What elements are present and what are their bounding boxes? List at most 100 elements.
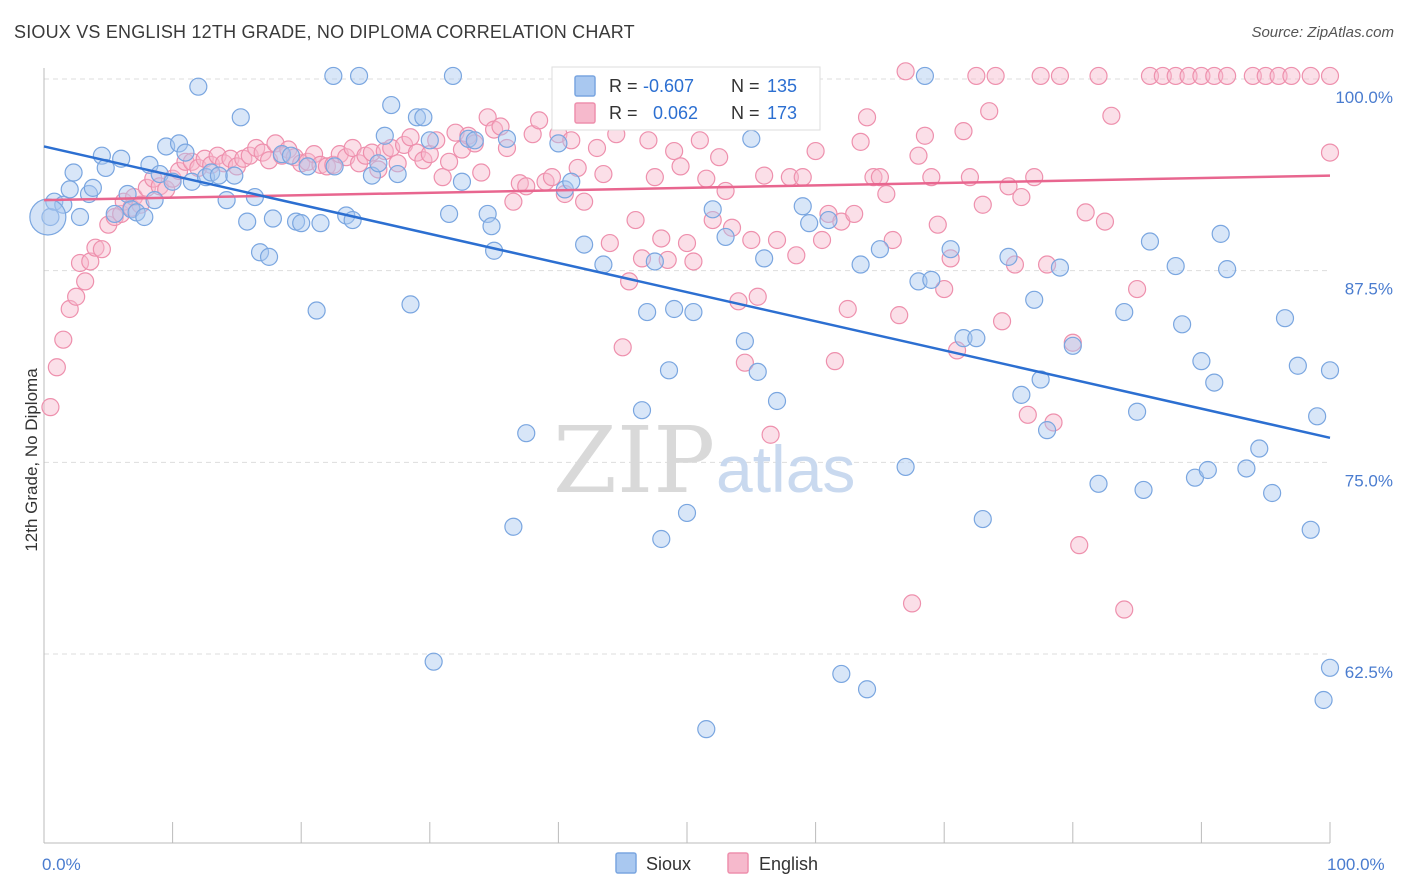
sioux-point-132 [1308, 407, 1327, 426]
english-point-105 [703, 210, 722, 230]
sioux-n-value: 135 [767, 76, 797, 96]
sioux-point-95 [851, 255, 870, 274]
english-point-93 [626, 210, 645, 230]
english-point-1 [47, 358, 66, 377]
english-point-95 [639, 131, 658, 150]
sioux-point-5 [70, 207, 90, 227]
sioux-point-39 [292, 214, 311, 233]
sioux-point-118 [1166, 256, 1185, 276]
sioux-point-41 [307, 301, 326, 320]
english-point-166 [1115, 600, 1134, 619]
sioux-point-91 [793, 197, 812, 216]
english-point-128 [851, 132, 870, 151]
english-point-170 [1166, 66, 1185, 86]
english-point-180 [1320, 143, 1340, 162]
sioux-point-68 [517, 424, 536, 443]
sioux-point-58 [439, 204, 459, 224]
sioux-point-large [29, 198, 67, 236]
sioux-r-label: R = [609, 76, 638, 96]
english-point-114 [761, 425, 780, 444]
sioux-trendline [43, 145, 1331, 440]
sioux-point-100 [915, 66, 935, 86]
english-point-149 [986, 66, 1005, 86]
english-point-146 [967, 66, 986, 86]
english-point-85 [575, 192, 594, 211]
sioux-point-106 [999, 247, 1018, 266]
sioux-point-21 [169, 134, 189, 153]
sioux-point-92 [800, 214, 819, 233]
english-point-133 [883, 230, 902, 250]
english-point-154 [1018, 405, 1037, 424]
watermark-zip: ZIP [553, 407, 715, 514]
y-tick-label-3: 100.0% [1335, 88, 1393, 107]
sioux-point-47 [349, 66, 369, 86]
sioux-point-108 [1025, 290, 1044, 309]
sioux-point-133 [1314, 690, 1333, 710]
english-point-89 [600, 233, 619, 253]
sioux-point-22 [176, 143, 195, 162]
sioux-point-104 [967, 329, 986, 348]
sioux-point-124 [1211, 224, 1230, 243]
english-point-137 [909, 146, 928, 165]
english-point-135 [896, 62, 915, 81]
sioux-point-135 [1320, 658, 1340, 677]
english-point-130 [864, 168, 883, 187]
sioux-point-86 [735, 332, 754, 351]
sioux-point-117 [1140, 232, 1160, 251]
english-point-9 [92, 240, 111, 259]
sioux-point-15 [135, 207, 154, 227]
english-point-108 [722, 218, 742, 237]
english-point-164 [1095, 212, 1115, 231]
english-point-101 [677, 233, 697, 253]
english-point-131 [870, 168, 890, 187]
sioux-point-72 [575, 235, 594, 254]
english-point-176 [1256, 66, 1275, 86]
legend-sioux-swatch [615, 852, 637, 874]
english-point-7 [81, 252, 100, 271]
sioux-point-134 [1320, 361, 1340, 380]
sioux-point-61 [459, 129, 478, 148]
english-point-167 [1127, 279, 1147, 299]
sioux-point-116 [1134, 480, 1153, 500]
y-tick-label-2: 87.5% [1345, 280, 1393, 299]
english-point-121 [806, 141, 825, 161]
english-point-91 [613, 338, 632, 357]
english-point-127 [845, 204, 864, 224]
sioux-point-75 [632, 401, 652, 420]
english-point-155 [1025, 168, 1044, 187]
english-point-132 [877, 184, 896, 204]
english-point-147 [973, 195, 992, 214]
sioux-point-88 [748, 362, 767, 381]
english-point-153 [1012, 187, 1031, 207]
sioux-point-114 [1115, 302, 1134, 322]
english-point-118 [787, 246, 806, 265]
sioux-point-113 [1089, 474, 1108, 493]
sioux-point-4 [64, 163, 83, 182]
y-tick-label-1: 75.0% [1345, 471, 1393, 490]
legend-english-swatch [727, 852, 749, 874]
sioux-point-55 [414, 108, 433, 127]
sioux-n-label: N = [731, 76, 760, 96]
sioux-point-81 [677, 503, 697, 523]
sioux-point-60 [452, 172, 472, 191]
y-tick-label-0: 62.5% [1345, 663, 1393, 682]
english-point-156 [1031, 66, 1050, 86]
sioux-point-62 [465, 131, 484, 150]
english-point-148 [980, 102, 999, 121]
english-point-78 [530, 111, 549, 130]
sioux-legend-swatch [574, 75, 596, 97]
sioux-point-98 [896, 457, 915, 477]
english-point-56 [388, 154, 407, 173]
sioux-point-122 [1198, 460, 1217, 480]
sioux-point-107 [1012, 385, 1031, 404]
english-point-144 [954, 122, 973, 141]
sioux-point-79 [659, 361, 679, 380]
legend-english-label: English [759, 854, 818, 874]
sioux-point-71 [562, 172, 581, 191]
english-point-175 [1243, 66, 1262, 86]
sioux-point-7 [83, 178, 102, 197]
sioux-point-128 [1263, 483, 1282, 503]
stats-legend: R = -0.607 N = 135 R = 0.062 N = 173 [551, 66, 821, 131]
sioux-point-24 [189, 77, 208, 96]
